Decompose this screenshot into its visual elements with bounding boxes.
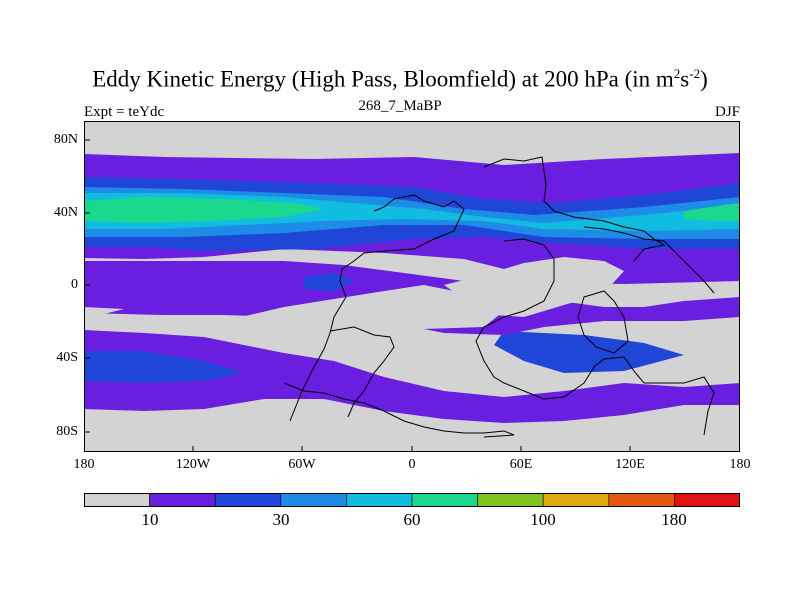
colorbar-cell (542, 493, 610, 507)
x-tick-label: 60E (509, 457, 533, 472)
colorbar-cell (346, 493, 413, 507)
colorbar-cell (214, 493, 282, 507)
y-tick-label: 80N (53, 132, 78, 147)
contour-band-blue-south (84, 351, 244, 383)
colorbar-cell (280, 493, 347, 507)
coastlines (283, 156, 715, 438)
colorbar (84, 493, 740, 507)
colorbar-label: 60 (403, 510, 421, 529)
colorbar-cell (149, 493, 216, 507)
coastline-africa (475, 238, 715, 436)
plot-title: Eddy Kinetic Energy (High Pass, Bloomfie… (92, 66, 708, 92)
colorbar-label: 30 (272, 510, 290, 529)
y-tick-label: 80S (56, 424, 78, 439)
land-gap-tropics-west (224, 285, 504, 329)
axis-ticks (84, 139, 631, 452)
coastline-americas-south (329, 326, 395, 418)
colorbar-cell (477, 493, 544, 507)
contour-band-green-east (684, 203, 740, 221)
colorbar-cell (411, 493, 478, 507)
colorbar-cell (674, 493, 740, 507)
y-tick-label: 0 (71, 277, 78, 292)
coastline-antarctica (283, 382, 515, 438)
experiment-label: Expt = teYdc (84, 104, 165, 120)
blue-blob-tropics (304, 273, 354, 291)
season-label: DJF (714, 104, 740, 120)
colorbar-frame (84, 493, 740, 507)
contour-band-green (84, 197, 324, 223)
x-tick-label: 60W (288, 457, 316, 472)
x-tick-label: 180 (729, 457, 751, 472)
coastline-eurasia (483, 156, 666, 262)
contour-band-blue-south-east (494, 331, 684, 373)
coastline-australia (577, 290, 629, 354)
land-gap-tropics-east (444, 257, 624, 317)
colorbar-label: 180 (661, 510, 687, 529)
colorbar-cell (84, 493, 150, 507)
coastline-americas (289, 194, 465, 422)
y-tick-label: 40S (56, 350, 78, 365)
colorbar-label: 10 (141, 510, 159, 529)
x-tick-label: 120W (175, 457, 211, 472)
contour-map (84, 121, 740, 452)
x-tick-label: 180 (73, 457, 95, 472)
land-gap-west (84, 307, 124, 319)
colorbar-label: 100 (530, 510, 556, 529)
colorbar-cell (608, 493, 675, 507)
coastline-asia-east (583, 226, 715, 294)
x-tick-label: 0 (408, 457, 416, 472)
y-tick-label: 40N (53, 205, 78, 220)
plot-subtitle: 268_7_MaBP (358, 98, 442, 114)
contour-band-violet-south (84, 330, 740, 423)
x-tick-label: 120E (615, 457, 645, 472)
